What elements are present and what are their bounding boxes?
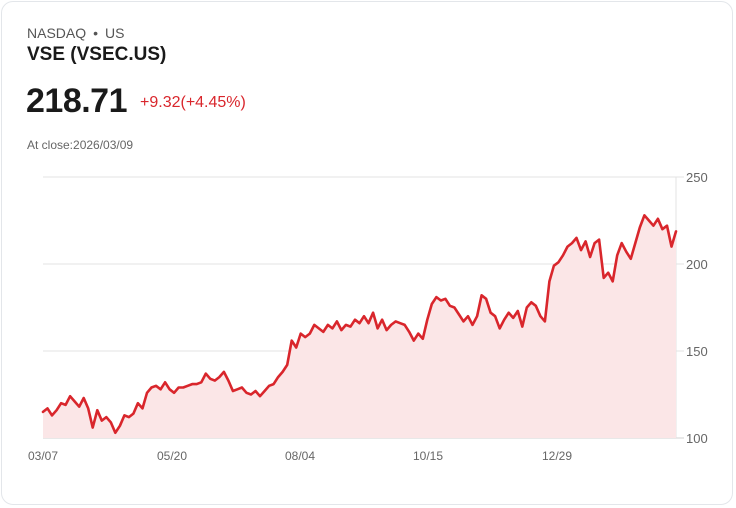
x-axis-labels: 03/07 05/20 08/04 10/15 12/29 bbox=[28, 449, 572, 463]
separator-dot: • bbox=[93, 25, 99, 41]
y-tick-label: 250 bbox=[686, 170, 708, 185]
exchange-name: NASDAQ bbox=[27, 25, 87, 41]
region: US bbox=[105, 25, 125, 41]
x-tick-label: 03/07 bbox=[28, 449, 58, 463]
y-tick-label: 100 bbox=[686, 431, 708, 446]
y-tick-label: 150 bbox=[686, 344, 708, 359]
close-date: At close:2026/03/09 bbox=[27, 138, 134, 152]
y-tick-label: 200 bbox=[686, 257, 708, 272]
current-price: 218.71 bbox=[26, 82, 128, 120]
price-line bbox=[41, 214, 678, 435]
y-axis-labels: 100 150 200 250 bbox=[686, 170, 708, 446]
x-tick-label: 12/29 bbox=[542, 449, 572, 463]
exchange-info: NASDAQ • US bbox=[27, 25, 124, 41]
stock-title: VSE (VSEC.US) bbox=[27, 44, 167, 65]
x-tick-label: 10/15 bbox=[413, 449, 443, 463]
price-change: +9.32(+4.45%) bbox=[140, 94, 246, 111]
x-tick-label: 05/20 bbox=[157, 449, 187, 463]
x-tick-label: 08/04 bbox=[285, 449, 315, 463]
